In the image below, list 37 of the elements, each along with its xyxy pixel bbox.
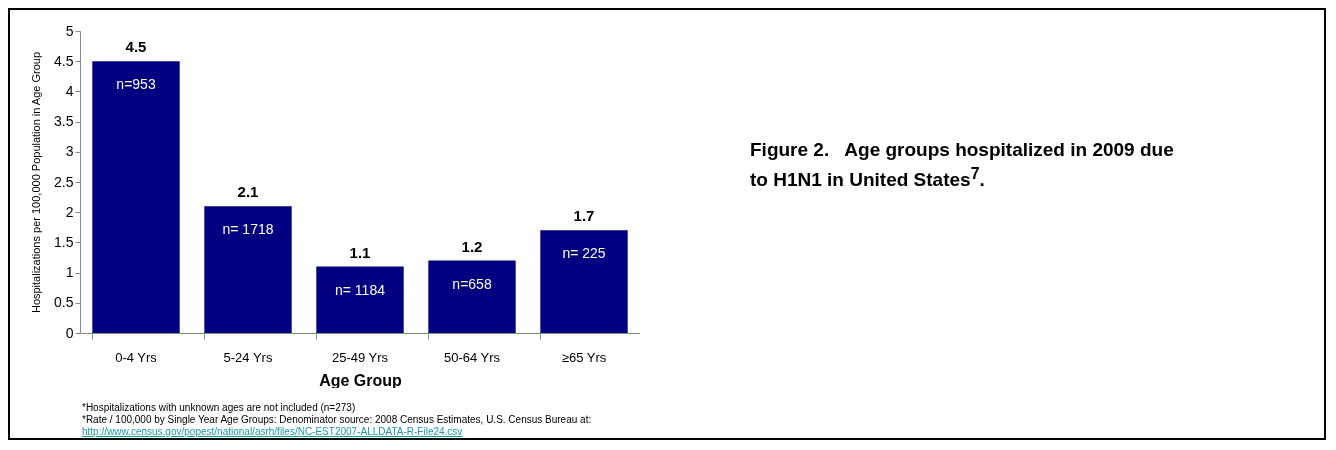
x-axis-title: Age Group (319, 371, 403, 389)
y-tick-label: 2.5 (54, 173, 74, 190)
text: *Hospitalizations with unknown ages are not included (n=273) (82, 402, 357, 414)
y-tick-label: 0 (65, 324, 74, 341)
data-label: 1.2 (461, 237, 483, 255)
x-tick-label: 5-24 Yrs (223, 349, 273, 365)
annotation: n= 1718 (222, 221, 274, 238)
y-tick-label: 2 (65, 203, 74, 220)
y-axis-title: Hospitalizations per 100,000 Population in Age Group (30, 51, 43, 314)
x-tick-label: 25-49 Yrs (331, 349, 389, 365)
y-tick-label: 1 (65, 264, 74, 281)
annotation: n= 1184 (335, 281, 386, 298)
data-label: 1.1 (349, 243, 371, 261)
text: *Rate / 100,000 by Single Year Age Groups: Denominator source: 2008 Census Estimates, U.S. Census Bureau at: (82, 414, 592, 426)
y-tick-label: 5 (65, 22, 74, 39)
y-tick-label: 3.5 (54, 113, 74, 130)
y-tick-label: 1.5 (54, 233, 74, 250)
x-tick-label: 50-64 Yrs (443, 349, 501, 365)
data-label: 1.7 (573, 207, 595, 225)
data-label: 4.5 (125, 38, 147, 56)
y-tick-label: 0.5 (54, 294, 74, 311)
annotation: n= 225 (562, 245, 606, 262)
x-tick-label: 0-4 Yrs (115, 349, 158, 365)
bar (540, 230, 628, 333)
annotation: n=658 (452, 275, 492, 292)
y-tick-label: 4.5 (54, 52, 74, 69)
bar (204, 206, 292, 333)
text: http://www.census.gov/popest/national/asrh/files/NC-EST2007-ALLDATA-R-File24.csv (82, 426, 464, 438)
bar (428, 260, 516, 333)
x-tick-label: ≥65 Yrs (561, 349, 607, 365)
bar (316, 266, 404, 333)
y-tick-label: 4 (65, 82, 74, 99)
annotation: n=953 (116, 76, 156, 93)
bar (92, 61, 180, 333)
data-label: 2.1 (237, 183, 259, 201)
text: Figure 2. Age groups hospitalized in 2009 due to H1N1 in United States$^{7}$. (750, 138, 1175, 193)
y-tick-label: 3 (65, 143, 74, 160)
